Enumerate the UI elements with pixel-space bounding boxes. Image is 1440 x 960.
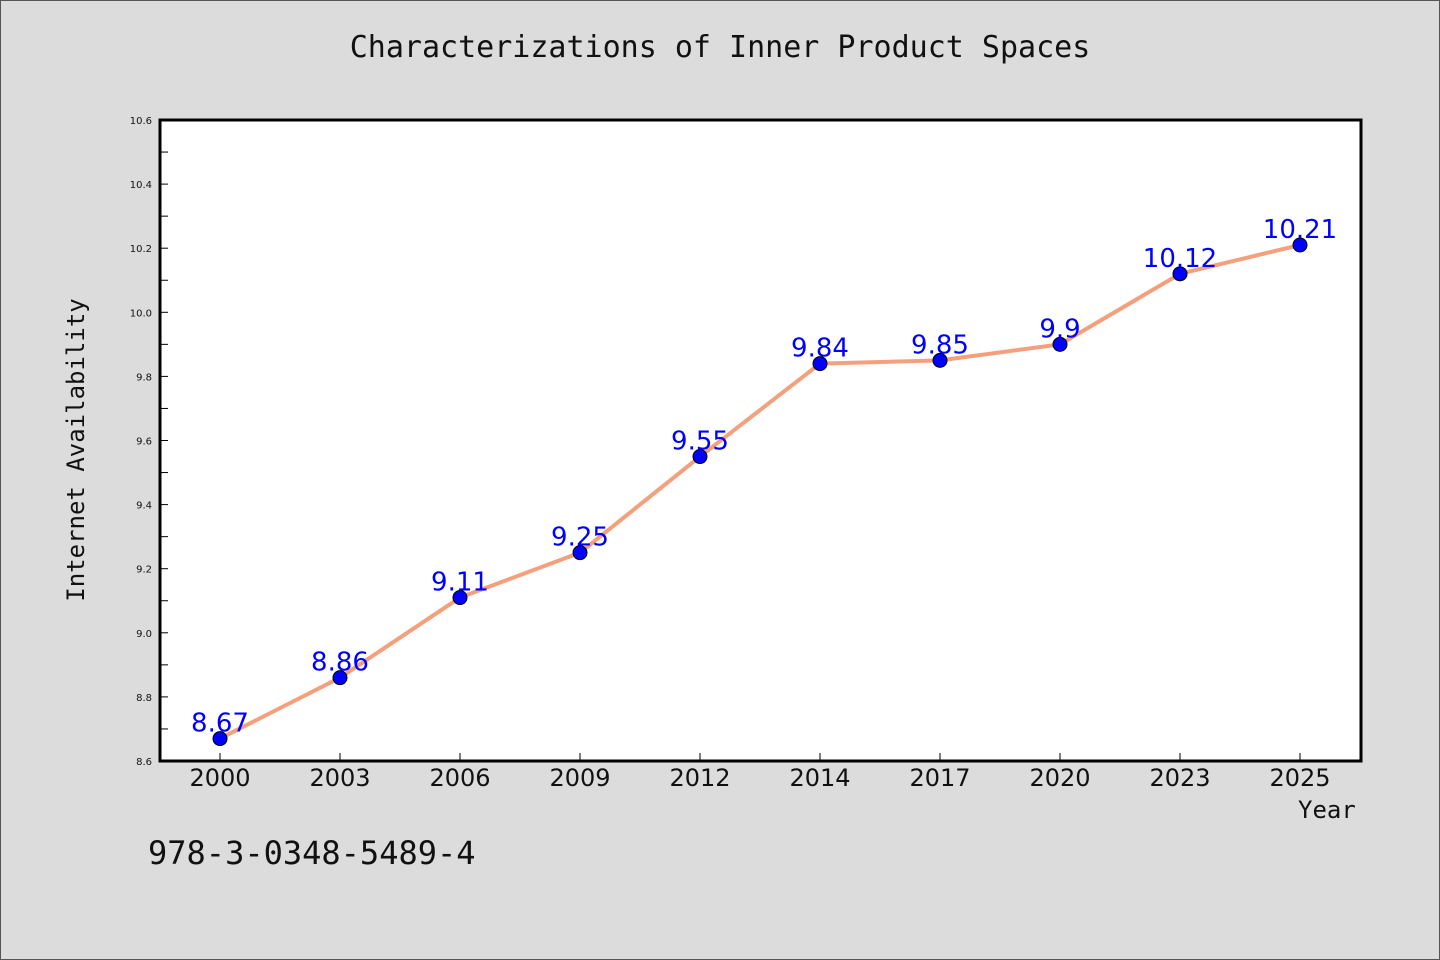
data-point — [812, 356, 828, 372]
y-tick-label: 9.2 — [136, 565, 152, 576]
plot-area — [160, 120, 1361, 761]
data-label: 9.25 — [551, 523, 609, 553]
data-label: 9.84 — [791, 334, 849, 364]
data-point — [692, 449, 708, 465]
data-label: 10.12 — [1143, 244, 1217, 274]
x-axis-label: Year — [1298, 796, 1356, 824]
y-tick-label: 9.6 — [136, 437, 152, 448]
x-tick-label: 2012 — [669, 764, 730, 792]
data-point — [212, 731, 228, 747]
data-point — [332, 670, 348, 686]
data-label: 10.21 — [1263, 215, 1337, 245]
data-label: 8.86 — [311, 648, 369, 678]
y-tick-label: 10.4 — [130, 180, 152, 191]
x-tick-label: 2023 — [1149, 764, 1210, 792]
data-label: 9.9 — [1039, 314, 1080, 344]
series-line — [218, 242, 1302, 741]
y-tick-label: 8.8 — [136, 693, 152, 704]
x-tick-label: 2025 — [1269, 764, 1330, 792]
y-tick-label: 8.6 — [136, 757, 152, 768]
plot-border — [158, 118, 1363, 763]
isbn-text: 978-3-0348-5489-4 — [148, 834, 476, 872]
y-tick-label: 10.0 — [130, 308, 152, 319]
x-tick-label: 2020 — [1029, 764, 1090, 792]
y-tick-label: 10.2 — [130, 244, 152, 255]
x-tick-label: 2009 — [549, 764, 610, 792]
data-label: 9.85 — [911, 330, 969, 360]
data-label: 8.67 — [191, 709, 249, 739]
data-point — [1052, 336, 1068, 352]
data-point — [932, 352, 948, 368]
y-tick-label: 10.6 — [130, 116, 152, 127]
y-tick-label: 9.8 — [136, 372, 152, 383]
data-label: 9.55 — [671, 427, 729, 457]
x-tick-label: 2006 — [429, 764, 490, 792]
data-label: 9.11 — [431, 568, 489, 598]
data-point — [452, 590, 468, 606]
y-tick-label: 9.0 — [136, 629, 152, 640]
x-tick-label: 2017 — [909, 764, 970, 792]
y-tick-label: 9.4 — [136, 501, 152, 512]
data-point — [572, 545, 588, 561]
chart-title: Characterizations of Inner Product Space… — [349, 30, 1091, 65]
data-point — [1172, 266, 1188, 282]
data-point — [1292, 237, 1308, 253]
x-tick-label: 2000 — [189, 764, 250, 792]
x-tick-label: 2014 — [789, 764, 850, 792]
x-tick-label: 2003 — [309, 764, 370, 792]
